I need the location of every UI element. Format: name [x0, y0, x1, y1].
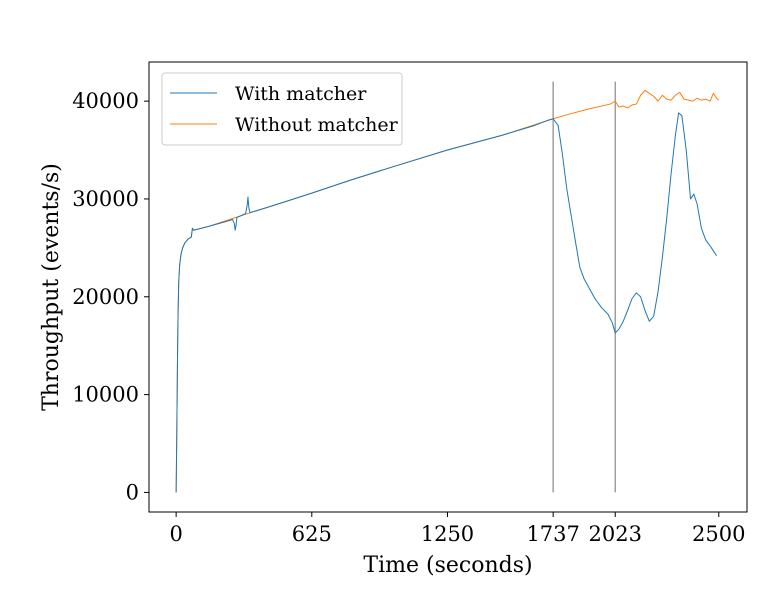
y-tick-label: 10000: [72, 383, 139, 407]
y-tick-label: 40000: [72, 89, 139, 113]
series-line-without-matcher: [175, 89, 720, 493]
x-tick-label: 0: [169, 522, 182, 546]
series-line-with-matcher: [175, 112, 718, 493]
legend-box: [161, 72, 403, 146]
plot-frame: [148, 61, 748, 513]
legend-label-without-matcher: Without matcher: [235, 114, 399, 136]
x-axis-title: Time (seconds): [363, 553, 532, 578]
y-tick-label: 0: [126, 480, 139, 504]
y-axis-ticks: 0 10000 20000 30000 40000: [72, 89, 149, 504]
x-tick-label: 2023: [589, 522, 642, 546]
x-tick-label: 625: [292, 522, 332, 546]
x-tick-label: 1737: [526, 522, 579, 546]
legend-label-with-matcher: With matcher: [235, 83, 367, 105]
series-lines: [175, 89, 720, 493]
y-axis-title: Throughput (events/s): [39, 163, 64, 411]
legend: With matcher Without matcher: [161, 72, 403, 146]
y-tick-label: 20000: [72, 285, 139, 309]
x-axis-ticks: 0 625 1250 1737 2023 2500: [169, 512, 746, 546]
y-tick-label: 30000: [72, 187, 139, 211]
x-tick-label: 2500: [692, 522, 745, 546]
vertical-marker-lines: [552, 81, 616, 493]
x-tick-label: 1250: [421, 522, 474, 546]
